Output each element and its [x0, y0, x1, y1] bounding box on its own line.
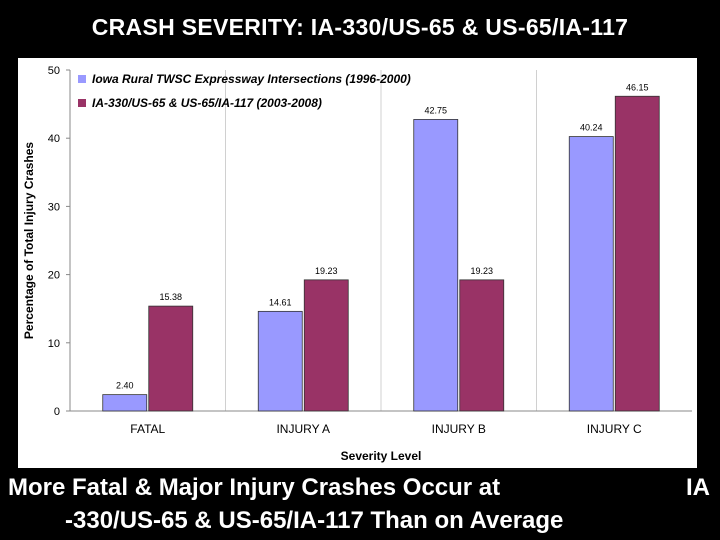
y-axis-label: Percentage of Total Injury Crashes: [22, 142, 36, 339]
legend-swatch-series-2: [78, 99, 86, 107]
caption-line-1-end: IA: [686, 474, 710, 501]
data-label: 40.24: [580, 123, 603, 133]
bar-series-1: [102, 394, 148, 412]
y-tick-label: 50: [48, 65, 60, 77]
legend-swatch-series-1: [78, 75, 86, 83]
slide-title: CRASH SEVERITY: IA-330/US-65 & US-65/IA-…: [91, 14, 629, 40]
bar-series-1: [257, 310, 303, 412]
data-label: 15.38: [159, 292, 182, 302]
chart-area: 0 10 20 30 40 50 Percentage of Total Injury Cr…: [18, 58, 697, 468]
data-label: 2.40: [116, 381, 134, 391]
x-tick-label: INJURY C: [587, 422, 642, 436]
x-axis-label: Severity Level: [341, 449, 422, 463]
y-tick-label: 40: [48, 133, 60, 145]
bar-series-2: [614, 95, 660, 412]
x-tick-label: FATAL: [130, 422, 165, 436]
x-tick-label: INJURY B: [432, 422, 486, 436]
y-tick-label: 0: [54, 406, 60, 418]
data-label: 42.75: [424, 105, 447, 115]
y-tick-label: 30: [48, 201, 60, 213]
data-label: 14.61: [269, 297, 292, 307]
y-tick-label: 20: [48, 270, 60, 282]
legend-label: Iowa Rural TWSC Expressway Intersections…: [92, 72, 411, 86]
x-tick-label: INJURY A: [276, 422, 330, 436]
bar-series-2: [459, 279, 505, 412]
bar-series-1: [568, 136, 614, 412]
data-label: 19.23: [470, 266, 493, 276]
y-tick-label: 10: [48, 338, 60, 350]
bar-series-1: [413, 119, 459, 412]
bar-series-2: [303, 279, 349, 412]
legend-label: IA-330/US-65 & US-65/IA-117 (2003-2008): [92, 96, 322, 110]
data-label: 19.23: [315, 266, 338, 276]
caption-line-1: More Fatal & Major Injury Crashes Occur …: [8, 474, 501, 501]
bar-chart: 0 10 20 30 40 50 Percentage of Total Injury Cr…: [22, 65, 692, 463]
caption-line-2: -330/US-65 & US-65/IA-117 Than on Averag…: [65, 507, 564, 534]
bar-series-2: [148, 305, 194, 412]
data-label: 46.15: [626, 82, 649, 92]
